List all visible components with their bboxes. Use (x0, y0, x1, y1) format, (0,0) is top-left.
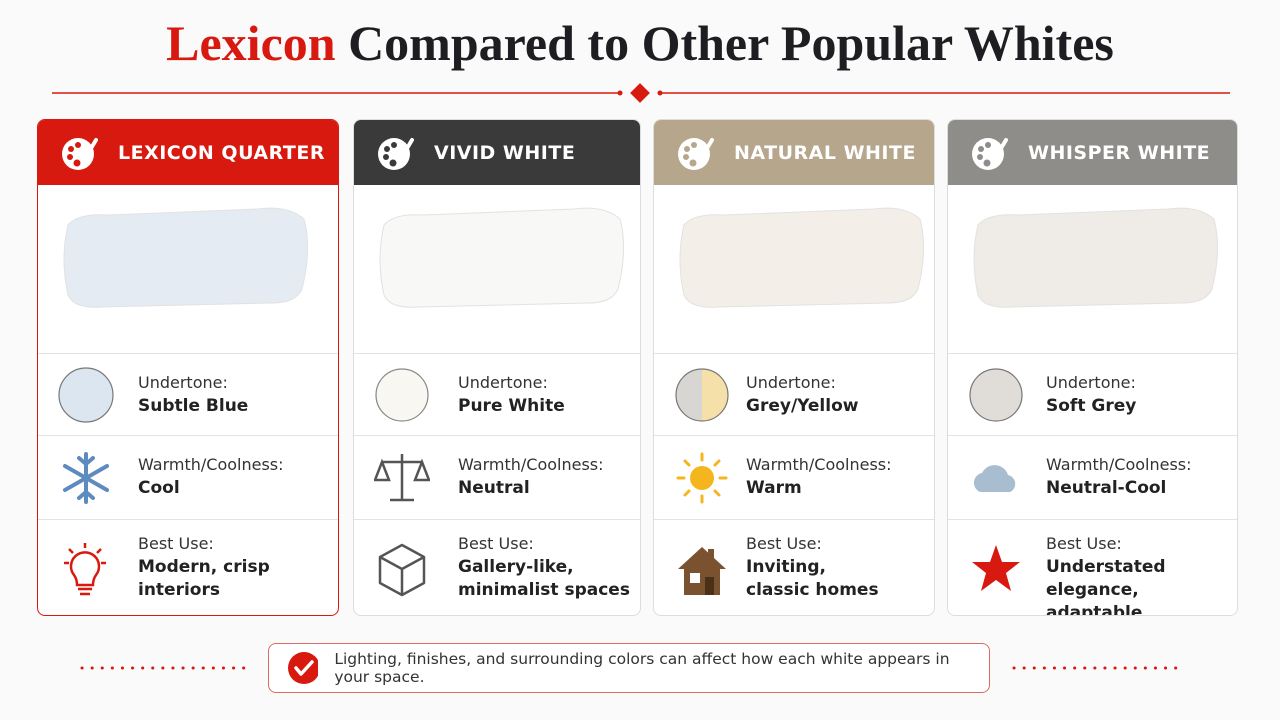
swatch (38, 185, 338, 353)
check-icon (288, 652, 319, 684)
row-value: Gallery-like, (458, 557, 574, 577)
row-value: Subtle Blue (138, 396, 249, 416)
row-text: Undertone: Pure White (458, 373, 565, 418)
swatch (948, 185, 1237, 353)
row-undertone: Undertone: Pure White (354, 353, 640, 436)
card-name: WHISPER WHITE (1028, 141, 1211, 164)
row-label: Best Use: (1046, 534, 1122, 553)
row-label: Best Use: (138, 534, 214, 553)
card-name: LEXICON QUARTER (118, 141, 325, 164)
row-text: Undertone: Soft Grey (1046, 373, 1136, 418)
row-text: Undertone: Subtle Blue (138, 373, 248, 418)
title-rest: Compared to Other Popular Whites (348, 15, 1114, 71)
row-label: Best Use: (746, 534, 822, 553)
row-text: Warmth/Coolness: Neutral (458, 455, 604, 500)
row-label: Warmth/Coolness: (138, 455, 284, 474)
row-text: Best Use: Inviting, classic homes (746, 534, 879, 602)
row-text: Best Use: Modern, crisp interiors (138, 534, 338, 602)
icon (374, 541, 430, 601)
row-warmth: Warmth/Coolness: Warm (654, 435, 934, 520)
row-value: Pure White (458, 396, 565, 416)
row-text: Warmth/Coolness: Neutral-Cool (1046, 455, 1192, 500)
row-value: Grey/Yellow (746, 396, 859, 416)
row-best-use: Best Use: Inviting, classic homes (654, 519, 934, 615)
row-value: Neutral (458, 478, 530, 498)
row-value: Warm (746, 478, 802, 498)
card: LEXICON QUARTER Undertone: Subtle Blue Warm… (37, 119, 339, 616)
row-warmth: Warmth/Coolness: Neutral (354, 435, 640, 520)
row-best-use: Best Use: Modern, crisp interiors (38, 519, 338, 615)
card-header: NATURAL WHITE (654, 120, 934, 185)
card-name: VIVID WHITE (434, 141, 576, 164)
row-value: classic homes (746, 580, 879, 600)
row-warmth: Warmth/Coolness: Cool (38, 435, 338, 520)
footer-note: Lighting, finishes, and surrounding colo… (334, 650, 950, 686)
row-label: Undertone: (1046, 373, 1136, 392)
row-value: Cool (138, 478, 180, 498)
row-label: Undertone: (746, 373, 836, 392)
row-text: Warmth/Coolness: Warm (746, 455, 892, 500)
row-undertone: Undertone: Grey/Yellow (654, 353, 934, 436)
row-warmth: Warmth/Coolness: Neutral-Cool (948, 435, 1237, 520)
icon (674, 450, 730, 510)
card: VIVID WHITE Undertone: Pure White Warmth/Co… (353, 119, 641, 616)
icon (58, 541, 114, 601)
row-undertone: Undertone: Subtle Blue (38, 353, 338, 436)
icon (968, 367, 1024, 427)
icon (968, 450, 1024, 510)
card: WHISPER WHITE Undertone: Soft Grey Warmth/C… (947, 119, 1238, 616)
row-value: adaptable (1046, 603, 1143, 616)
row-undertone: Undertone: Soft Grey (948, 353, 1237, 436)
row-value: Neutral-Cool (1046, 478, 1167, 498)
icon (674, 367, 730, 427)
row-best-use: Best Use: Understated elegance, adaptable (948, 519, 1237, 616)
dotted-lines (80, 666, 1182, 670)
divider (52, 83, 1230, 103)
icon (58, 450, 114, 510)
card-header: VIVID WHITE (354, 120, 640, 185)
row-label: Warmth/Coolness: (1046, 455, 1192, 474)
icon (674, 541, 730, 601)
row-best-use: Best Use: Gallery-like, minimalist spaces (354, 519, 640, 615)
row-text: Best Use: Understated elegance, adaptable (1046, 534, 1237, 616)
row-label: Undertone: (138, 373, 228, 392)
row-label: Warmth/Coolness: (746, 455, 892, 474)
card-header: WHISPER WHITE (948, 120, 1237, 185)
row-text: Best Use: Gallery-like, minimalist spaces (458, 534, 630, 602)
row-value: Soft Grey (1046, 396, 1137, 416)
row-text: Warmth/Coolness: Cool (138, 455, 284, 500)
card-header: LEXICON QUARTER (38, 120, 338, 185)
row-value: Modern, crisp interiors (138, 557, 270, 600)
row-label: Best Use: (458, 534, 534, 553)
footer-box: Lighting, finishes, and surrounding colo… (268, 643, 990, 693)
icon (58, 367, 114, 427)
icon (968, 541, 1024, 601)
row-value: Understated elegance, (1046, 557, 1166, 600)
row-label: Warmth/Coolness: (458, 455, 604, 474)
swatch (354, 185, 640, 353)
card-name: NATURAL WHITE (734, 141, 916, 164)
row-value: minimalist spaces (458, 580, 630, 600)
card: NATURAL WHITE Undertone: Grey/Yellow Warmth… (653, 119, 935, 616)
icon (374, 367, 430, 427)
swatch (654, 185, 934, 353)
title-highlight: Lexicon (166, 15, 336, 71)
row-label: Undertone: (458, 373, 548, 392)
icon (373, 450, 431, 510)
row-text: Undertone: Grey/Yellow (746, 373, 858, 418)
title: Lexicon Compared to Other Popular Whites (0, 14, 1280, 72)
row-value: Inviting, (746, 557, 827, 577)
